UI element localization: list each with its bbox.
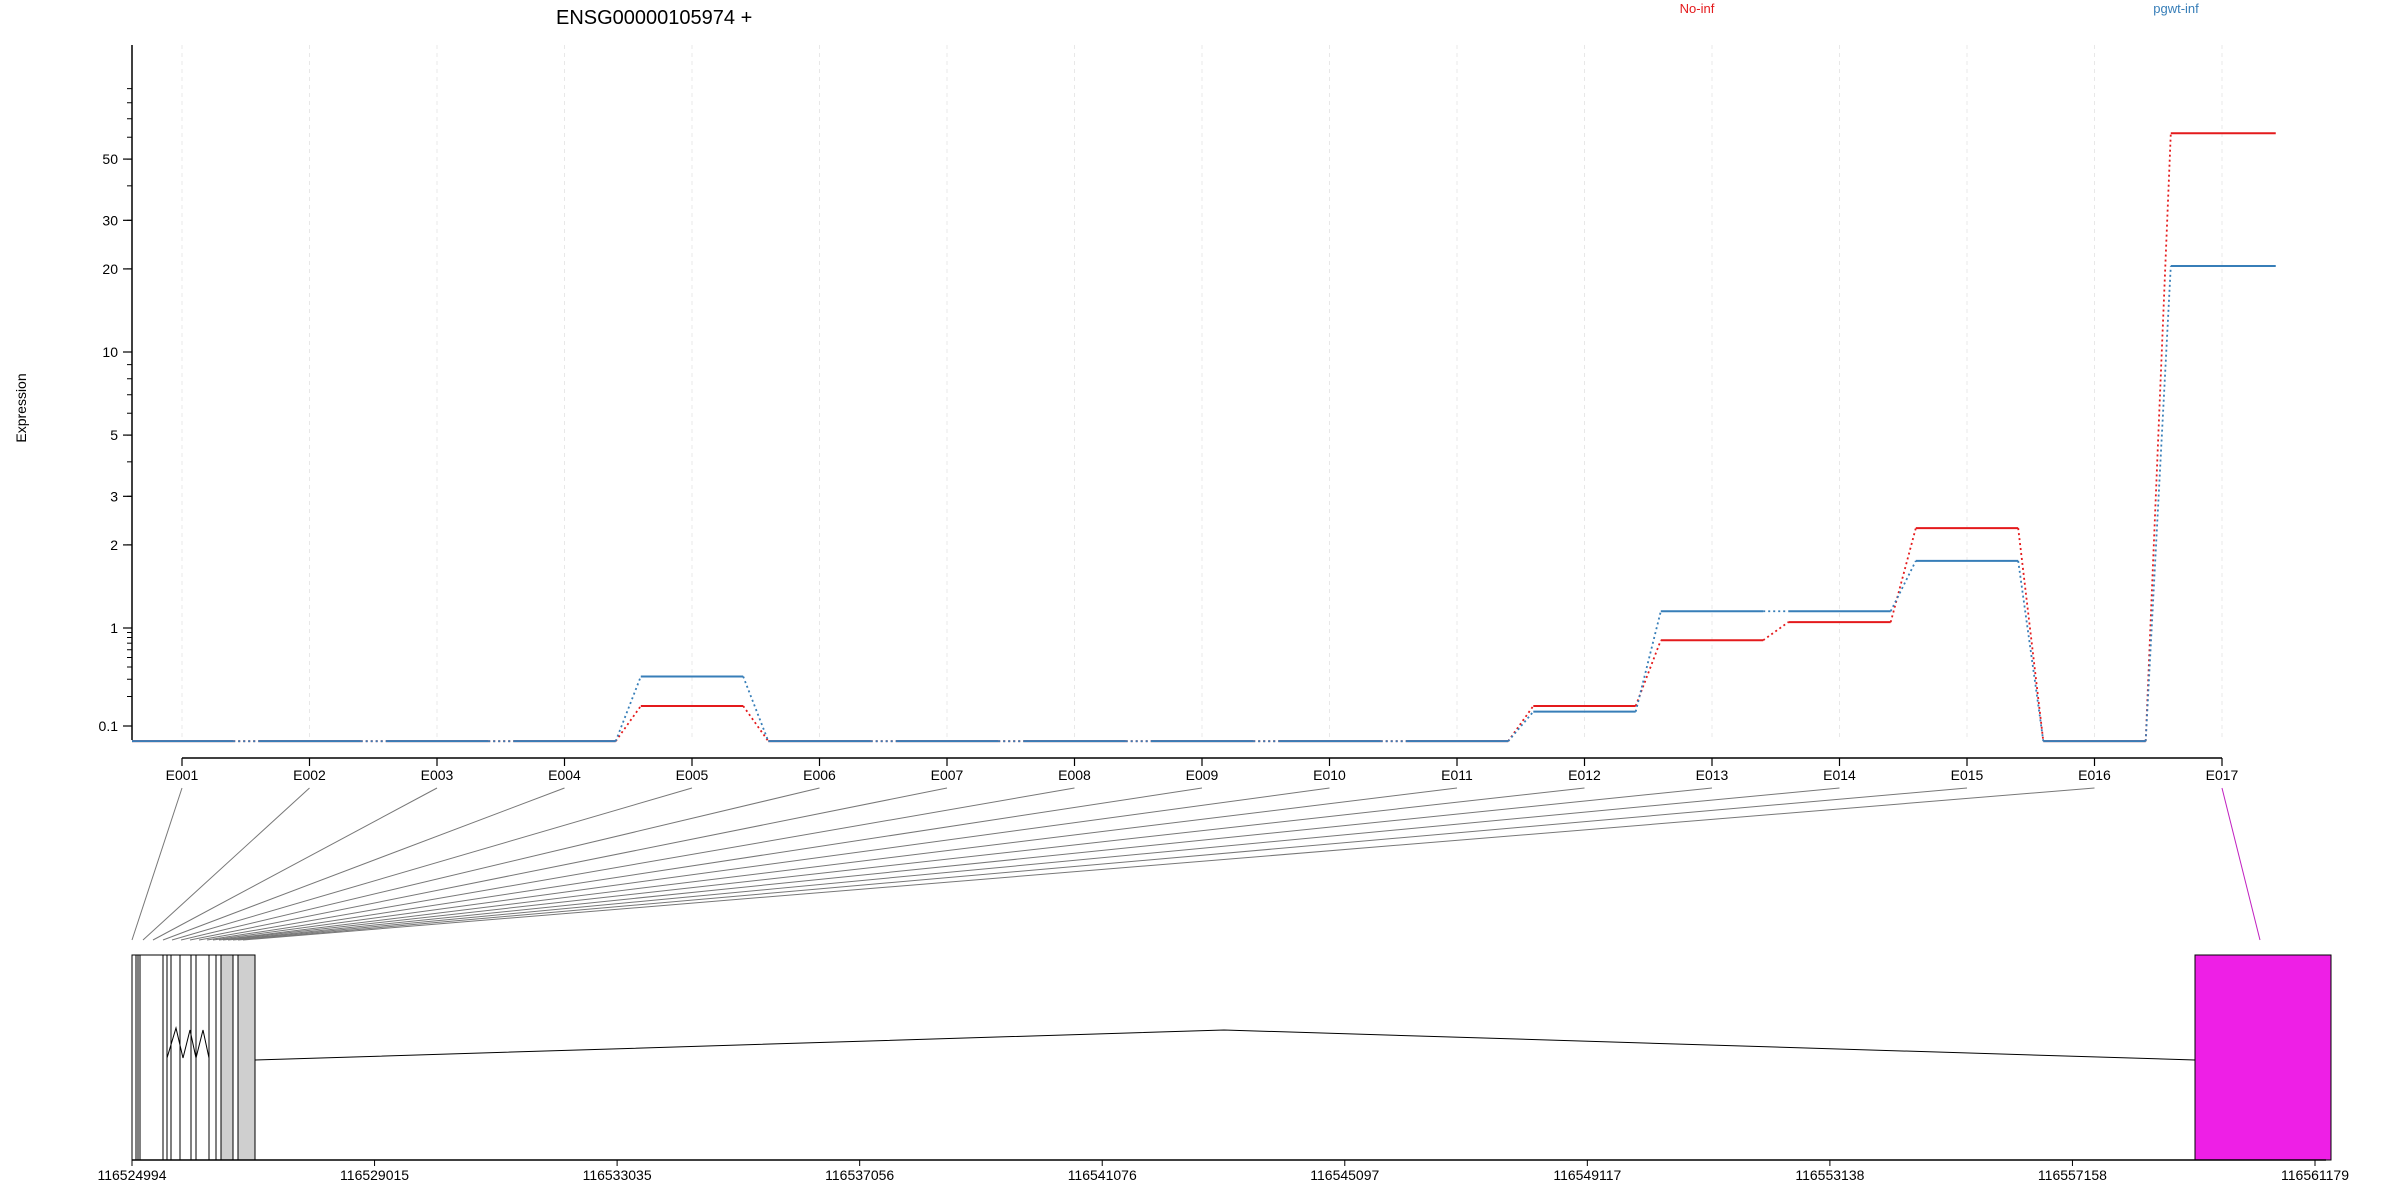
x-tick-label: E007: [931, 767, 964, 783]
genomic-tick-label: 116533035: [583, 1167, 652, 1183]
series-connector: [1889, 527, 1917, 623]
y-tick-label: 3: [110, 488, 118, 504]
exon-link-line: [212, 787, 1330, 941]
exon-link-line: [232, 787, 1840, 941]
exon-link-line: [222, 787, 1585, 941]
x-tick-label: E005: [676, 767, 709, 783]
exon-link-line: [142, 787, 310, 941]
exon-block: [232, 954, 239, 1161]
x-tick-label: E012: [1568, 767, 1601, 783]
exon-block: [208, 954, 217, 1161]
x-tick-label: E010: [1313, 767, 1346, 783]
series-connector: [2144, 133, 2172, 742]
series-connector: [2017, 560, 2045, 742]
exon-link-line: [218, 787, 1458, 941]
x-tick-label: E008: [1058, 767, 1091, 783]
plot-area: 0.1 1 2 3 5 10 20 30 50 E001 E002 E003 E004 E005 E006 E…: [99, 45, 2276, 783]
series-connector: [1889, 560, 1917, 612]
legend-pgwt-inf: pgwt-inf: [2153, 1, 2199, 16]
x-tick-label: E006: [803, 767, 836, 783]
y-tick-label: 50: [102, 151, 118, 167]
exon-link-line: [131, 787, 183, 941]
genomic-tick-label: 116529015: [340, 1167, 409, 1183]
x-tick-label: E002: [293, 767, 326, 783]
exon-link-line: [242, 787, 2095, 941]
exon-link-line: [198, 787, 1075, 941]
series-connector: [614, 676, 642, 742]
exon-link-line: [237, 787, 1968, 941]
exon-block: [131, 954, 137, 1161]
exon-block: [237, 954, 256, 1161]
x-tick-label: E003: [421, 767, 454, 783]
series-connector: [742, 705, 770, 742]
x-tick-label: E009: [1186, 767, 1219, 783]
x-tick-label: E004: [548, 767, 581, 783]
intron-line: [166, 1026, 210, 1059]
x-tick-label: E014: [1823, 767, 1856, 783]
exon-link-line: [180, 787, 820, 941]
exon-link-line: [152, 787, 438, 941]
genomic-tick-label: 116549117: [1553, 1167, 1621, 1183]
exon-link-line: [189, 787, 948, 941]
y-tick-label: 2: [110, 537, 118, 553]
exon-link-line: [227, 787, 1713, 941]
exon-block: [135, 954, 139, 1161]
chart-title: ENSG00000105974 +: [556, 7, 752, 29]
exon-link-line: [206, 787, 1203, 941]
gene-model: 116524994 116529015 116533035 116537056 1165…: [97, 787, 2349, 1183]
x-tick-label: E017: [2206, 767, 2239, 783]
x-tick-label: E011: [1441, 767, 1473, 783]
genomic-tick-label: 116553138: [1795, 1167, 1864, 1183]
intron-line: [254, 1029, 2196, 1061]
series-connector: [2144, 265, 2172, 742]
genomic-tick-label: 116541076: [1068, 1167, 1137, 1183]
series-connector: [1762, 621, 1789, 641]
genomic-tick-label: 116557158: [2038, 1167, 2107, 1183]
series-1: [132, 264, 2276, 743]
y-tick-label: 1: [110, 620, 118, 636]
y-tick-label: 5: [110, 427, 118, 443]
series-connector: [742, 676, 770, 742]
exon-block: [220, 954, 234, 1161]
series-connector: [2017, 528, 2045, 742]
genomic-tick-label: 116561179: [2281, 1167, 2349, 1183]
genomic-tick-label: 116537056: [825, 1167, 894, 1183]
genomic-tick-label: 116545097: [1310, 1167, 1379, 1183]
series-connector: [1507, 711, 1534, 742]
exon-link-line: [2221, 787, 2261, 941]
x-tick-label: E016: [2078, 767, 2111, 783]
genomic-tick-label: 116524994: [97, 1167, 166, 1183]
series-connector: [1634, 611, 1662, 712]
exon-block: [190, 954, 197, 1161]
series-connector: [1634, 639, 1662, 707]
exon-link-line: [171, 787, 693, 941]
x-tick-label: E001: [166, 767, 199, 783]
exon-block: [162, 954, 168, 1161]
y-tick-label: 20: [102, 261, 118, 277]
exon-block: [170, 954, 181, 1161]
legend-no-inf: No-inf: [1680, 1, 1715, 16]
y-tick-label: 30: [102, 212, 118, 228]
series-connector: [614, 705, 642, 742]
highlighted-exon-block: [2194, 954, 2332, 1161]
y-tick-label: 0.1: [99, 718, 119, 734]
y-axis-label: Expression: [13, 373, 29, 442]
y-tick-label: 10: [102, 344, 118, 360]
x-tick-label: E013: [1696, 767, 1729, 783]
exon-block: [215, 954, 222, 1161]
x-tick-label: E015: [1951, 767, 1984, 783]
series-connector: [1507, 705, 1535, 742]
series-0: [132, 132, 2276, 743]
exon-block: [139, 954, 164, 1161]
exon-link-line: [162, 787, 565, 941]
